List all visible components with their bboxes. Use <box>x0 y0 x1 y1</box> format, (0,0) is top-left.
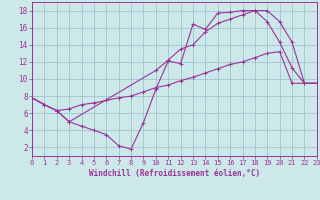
X-axis label: Windchill (Refroidissement éolien,°C): Windchill (Refroidissement éolien,°C) <box>89 169 260 178</box>
